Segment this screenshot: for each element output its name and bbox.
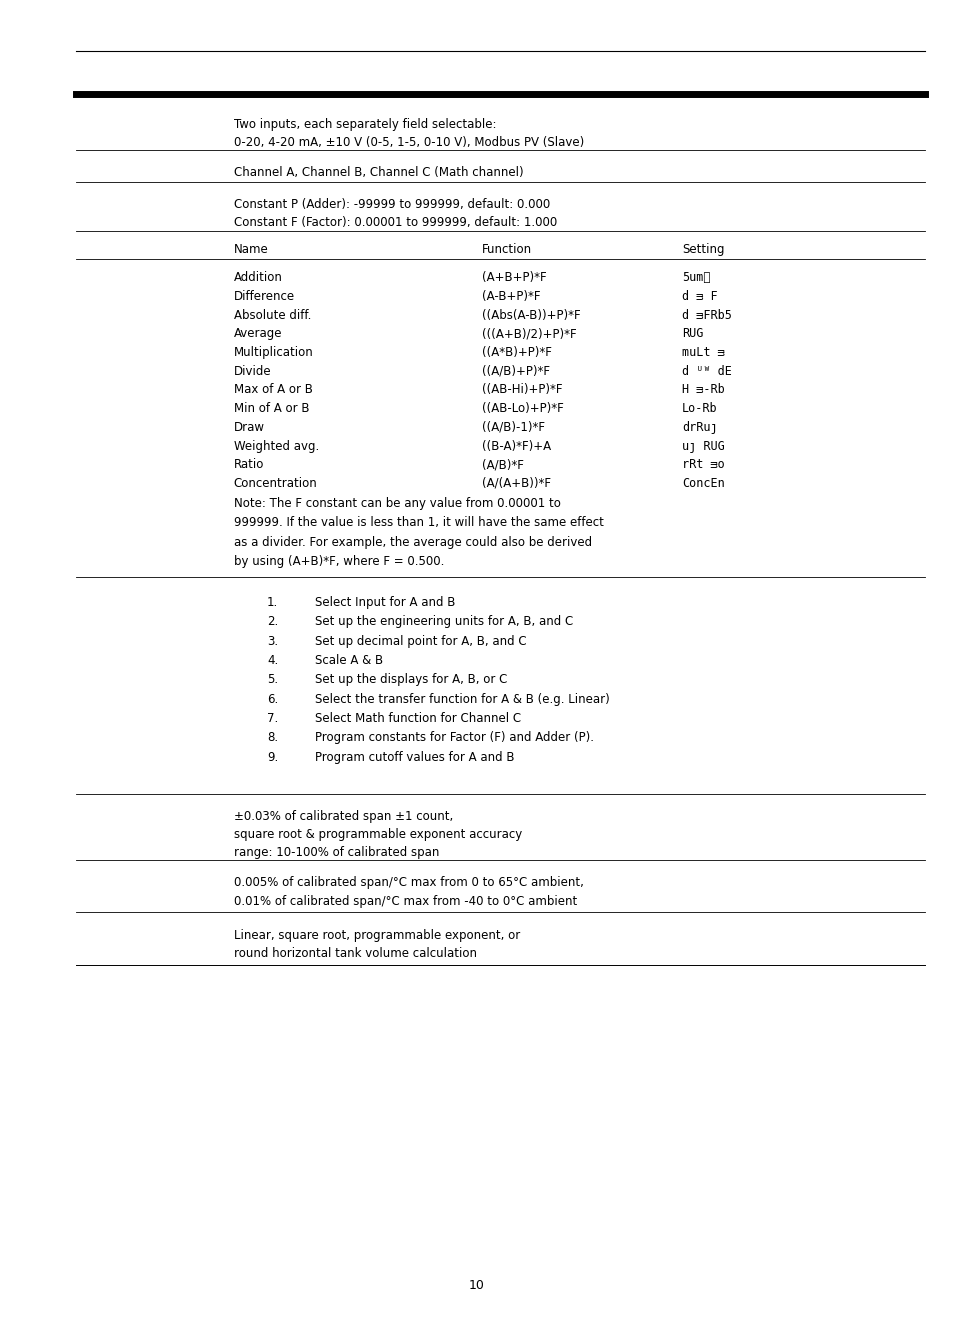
Text: Set up the displays for A, B, or C: Set up the displays for A, B, or C [314, 673, 507, 687]
Text: Note: The F constant can be any value from 0.00001 to: Note: The F constant can be any value fr… [233, 497, 560, 510]
Text: ((AB-Hi)+P)*F: ((AB-Hi)+P)*F [481, 383, 561, 397]
Text: 0-20, 4-20 mA, ±10 V (0-5, 1-5, 0-10 V), Modbus PV (Slave): 0-20, 4-20 mA, ±10 V (0-5, 1-5, 0-10 V),… [233, 136, 583, 150]
Text: Program constants for Factor (F) and Adder (P).: Program constants for Factor (F) and Add… [314, 731, 593, 744]
Text: Select the transfer function for A & B (e.g. Linear): Select the transfer function for A & B (… [314, 692, 609, 705]
Text: range: 10-100% of calibrated span: range: 10-100% of calibrated span [233, 847, 438, 859]
Text: drRuȷ: drRuȷ [681, 421, 717, 434]
Text: H ᴟ-Rb: H ᴟ-Rb [681, 383, 724, 397]
Text: Name: Name [233, 243, 268, 257]
Text: 0.01% of calibrated span/°C max from -40 to 0°C ambient: 0.01% of calibrated span/°C max from -40… [233, 895, 577, 908]
Text: ((A*B)+P)*F: ((A*B)+P)*F [481, 346, 551, 359]
Text: Function: Function [481, 243, 532, 257]
Text: Weighted avg.: Weighted avg. [233, 440, 318, 453]
Text: Select Math function for Channel C: Select Math function for Channel C [314, 712, 520, 725]
Text: ((A/B)+P)*F: ((A/B)+P)*F [481, 365, 549, 378]
Text: uȷ RUG: uȷ RUG [681, 440, 724, 453]
Text: 999999. If the value is less than 1, it will have the same effect: 999999. If the value is less than 1, it … [233, 516, 603, 529]
Text: Max of A or B: Max of A or B [233, 383, 313, 397]
Text: 9.: 9. [267, 751, 278, 764]
Text: Set up decimal point for A, B, and C: Set up decimal point for A, B, and C [314, 635, 526, 648]
Text: d ᵁᵂ dE: d ᵁᵂ dE [681, 365, 731, 378]
Text: as a divider. For example, the average could also be derived: as a divider. For example, the average c… [233, 536, 591, 549]
Text: Two inputs, each separately field selectable:: Two inputs, each separately field select… [233, 118, 496, 131]
Text: (A-B+P)*F: (A-B+P)*F [481, 290, 539, 303]
Text: Concentration: Concentration [233, 477, 317, 490]
Text: ((AB-Lo)+P)*F: ((AB-Lo)+P)*F [481, 402, 563, 415]
Text: Average: Average [233, 327, 282, 341]
Text: Draw: Draw [233, 421, 264, 434]
Text: round horizontal tank volume calculation: round horizontal tank volume calculation [233, 947, 476, 961]
Text: d ᴟFRb5: d ᴟFRb5 [681, 309, 731, 322]
Text: (A/B)*F: (A/B)*F [481, 458, 523, 472]
Text: Constant P (Adder): -99999 to 999999, default: 0.000: Constant P (Adder): -99999 to 999999, de… [233, 198, 549, 211]
Text: Absolute diff.: Absolute diff. [233, 309, 311, 322]
Text: 5.: 5. [267, 673, 278, 687]
Text: ((B-A)*F)+A: ((B-A)*F)+A [481, 440, 550, 453]
Text: RUG: RUG [681, 327, 702, 341]
Text: 1.: 1. [267, 596, 278, 609]
Text: Divide: Divide [233, 365, 271, 378]
Text: Addition: Addition [233, 271, 282, 285]
Text: Scale A & B: Scale A & B [314, 653, 382, 667]
Text: by using (A+B)*F, where F = 0.500.: by using (A+B)*F, where F = 0.500. [233, 554, 444, 568]
Text: 0.005% of calibrated span/°C max from 0 to 65°C ambient,: 0.005% of calibrated span/°C max from 0 … [233, 876, 583, 890]
Text: Lo-Rb: Lo-Rb [681, 402, 717, 415]
Text: Multiplication: Multiplication [233, 346, 314, 359]
Text: Select Input for A and B: Select Input for A and B [314, 596, 455, 609]
Text: Program cutoff values for A and B: Program cutoff values for A and B [314, 751, 514, 764]
Text: Difference: Difference [233, 290, 294, 303]
Text: 3.: 3. [267, 635, 278, 648]
Text: ±0.03% of calibrated span ±1 count,: ±0.03% of calibrated span ±1 count, [233, 810, 453, 823]
Text: 10: 10 [469, 1279, 484, 1292]
Text: 6.: 6. [267, 692, 278, 705]
Text: d ᴟ F: d ᴟ F [681, 290, 717, 303]
Text: Ratio: Ratio [233, 458, 264, 472]
Text: (((A+B)/2)+P)*F: (((A+B)/2)+P)*F [481, 327, 576, 341]
Text: 8.: 8. [267, 731, 278, 744]
Text: 5umͱ: 5umͱ [681, 271, 710, 285]
Text: ((A/B)-1)*F: ((A/B)-1)*F [481, 421, 544, 434]
Text: 4.: 4. [267, 653, 278, 667]
Text: muLt ᴟ: muLt ᴟ [681, 346, 724, 359]
Text: Setting: Setting [681, 243, 724, 257]
Text: Channel A, Channel B, Channel C (Math channel): Channel A, Channel B, Channel C (Math ch… [233, 166, 523, 179]
Text: 2.: 2. [267, 615, 278, 628]
Text: (A+B+P)*F: (A+B+P)*F [481, 271, 546, 285]
Text: ((Abs(A-B))+P)*F: ((Abs(A-B))+P)*F [481, 309, 579, 322]
Text: square root & programmable exponent accuracy: square root & programmable exponent accu… [233, 828, 521, 842]
Text: ConcEn: ConcEn [681, 477, 724, 490]
Text: rRt ᴟo: rRt ᴟo [681, 458, 724, 472]
Text: Min of A or B: Min of A or B [233, 402, 309, 415]
Text: Constant F (Factor): 0.00001 to 999999, default: 1.000: Constant F (Factor): 0.00001 to 999999, … [233, 216, 557, 230]
Text: Linear, square root, programmable exponent, or: Linear, square root, programmable expone… [233, 929, 519, 942]
Text: (A/(A+B))*F: (A/(A+B))*F [481, 477, 550, 490]
Text: 7.: 7. [267, 712, 278, 725]
Text: Set up the engineering units for A, B, and C: Set up the engineering units for A, B, a… [314, 615, 573, 628]
